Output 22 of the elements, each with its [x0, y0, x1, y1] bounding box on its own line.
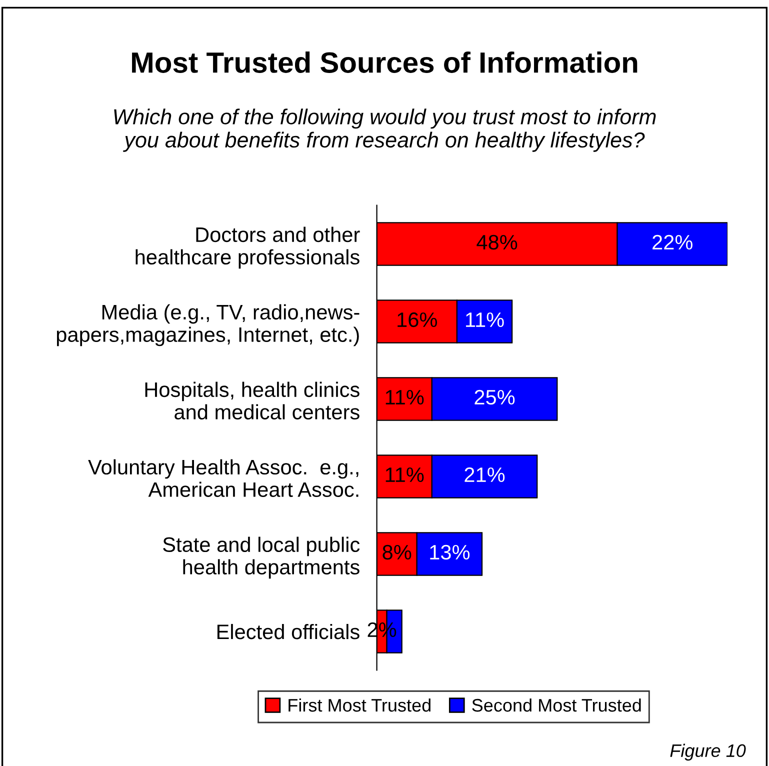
data-label: 8%	[382, 544, 412, 560]
chart-title: Most Trusted Sources of Information	[132, 52, 638, 73]
chart-subtitle: Which one of the following would you trust most to inform you about benefits from research on healthy lifestyles?	[114, 108, 656, 152]
y-tick-label: Voluntary Health Assoc. e.g., American Heart Assoc.	[88, 459, 358, 497]
y-tick-label: Doctors and other healthcare professionals	[136, 226, 360, 269]
data-label: 48%	[476, 234, 518, 250]
data-label: 21%	[464, 467, 505, 482]
legend-label: Second Most Trusted	[472, 698, 641, 712]
data-label: 2%	[368, 622, 396, 638]
data-label: 16%	[398, 312, 437, 328]
data-label: 11%	[386, 467, 424, 482]
y-tick-label: Media (e.g., TV, radio,news- papers,magazines, Internet, etc.)	[56, 304, 360, 346]
data-label: 11%	[466, 312, 504, 328]
data-label: 25%	[474, 390, 515, 405]
legend-label: First Most Trusted	[288, 698, 430, 712]
y-tick-label: Elected officials	[217, 624, 360, 640]
data-label: 22%	[652, 234, 692, 250]
caption: Figure 10	[670, 744, 746, 761]
y-tick-label: Hospitals, health clinics and medical centers	[145, 382, 360, 420]
y-tick-label: State and local public health departments	[163, 536, 360, 579]
data-label: 13%	[430, 544, 470, 560]
data-label: 11%	[386, 390, 424, 405]
